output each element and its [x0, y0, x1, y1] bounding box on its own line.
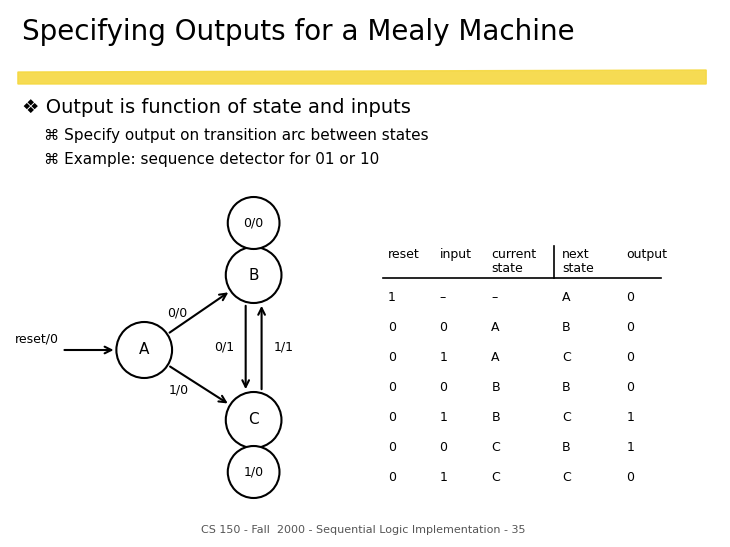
Circle shape	[228, 197, 280, 249]
Text: C: C	[491, 441, 500, 454]
Text: ⌘ Specify output on transition arc between states: ⌘ Specify output on transition arc betwe…	[44, 128, 429, 143]
Text: B: B	[491, 381, 500, 394]
Text: input: input	[439, 248, 472, 261]
Text: A: A	[491, 351, 500, 364]
Text: 1: 1	[626, 411, 634, 424]
Circle shape	[226, 247, 282, 303]
Text: A: A	[491, 321, 500, 334]
Text: A: A	[562, 291, 570, 304]
Text: 0: 0	[626, 471, 634, 484]
Circle shape	[116, 322, 172, 378]
Text: –: –	[491, 291, 498, 304]
Text: 1: 1	[439, 351, 447, 364]
Text: 1/0: 1/0	[169, 383, 189, 397]
Text: 0: 0	[439, 441, 447, 454]
Text: 0: 0	[439, 381, 447, 394]
Text: Specifying Outputs for a Mealy Machine: Specifying Outputs for a Mealy Machine	[22, 18, 575, 46]
Text: 1: 1	[388, 291, 396, 304]
Text: B: B	[248, 267, 259, 282]
Polygon shape	[18, 70, 706, 84]
Text: 0: 0	[388, 381, 396, 394]
Circle shape	[228, 446, 280, 498]
Text: C: C	[491, 471, 500, 484]
Text: C: C	[248, 412, 259, 428]
Circle shape	[226, 392, 282, 448]
Text: ⌘ Example: sequence detector for 01 or 10: ⌘ Example: sequence detector for 01 or 1…	[44, 152, 379, 167]
Text: reset/0: reset/0	[15, 332, 58, 345]
Text: 0/0: 0/0	[167, 306, 187, 319]
Text: 1: 1	[626, 441, 634, 454]
Text: 0: 0	[626, 351, 634, 364]
Text: reset: reset	[388, 248, 420, 261]
Text: next: next	[562, 248, 590, 261]
Text: B: B	[562, 441, 571, 454]
Text: C: C	[562, 471, 571, 484]
Text: 0/1: 0/1	[214, 341, 234, 354]
Text: B: B	[491, 411, 500, 424]
Text: state: state	[491, 262, 523, 275]
Text: 0: 0	[388, 351, 396, 364]
Text: 0: 0	[388, 471, 396, 484]
Text: 0/0: 0/0	[244, 217, 264, 230]
Text: B: B	[562, 381, 571, 394]
Text: C: C	[562, 351, 571, 364]
Text: CS 150 - Fall  2000 - Sequential Logic Implementation - 35: CS 150 - Fall 2000 - Sequential Logic Im…	[201, 525, 526, 535]
Text: 0: 0	[388, 411, 396, 424]
Text: ❖ Output is function of state and inputs: ❖ Output is function of state and inputs	[22, 98, 411, 117]
Text: 1: 1	[439, 411, 447, 424]
Text: 1/1: 1/1	[274, 341, 293, 354]
Text: 1: 1	[439, 471, 447, 484]
Text: 0: 0	[439, 321, 447, 334]
Text: 0: 0	[626, 381, 634, 394]
Text: current: current	[491, 248, 537, 261]
Text: –: –	[439, 291, 446, 304]
Text: 0: 0	[388, 321, 396, 334]
Text: A: A	[139, 342, 150, 358]
Text: 0: 0	[388, 441, 396, 454]
Text: 0: 0	[626, 291, 634, 304]
Text: 0: 0	[626, 321, 634, 334]
Text: output: output	[626, 248, 668, 261]
Text: C: C	[562, 411, 571, 424]
Text: 1/0: 1/0	[244, 465, 264, 479]
Text: B: B	[562, 321, 571, 334]
Text: state: state	[562, 262, 593, 275]
